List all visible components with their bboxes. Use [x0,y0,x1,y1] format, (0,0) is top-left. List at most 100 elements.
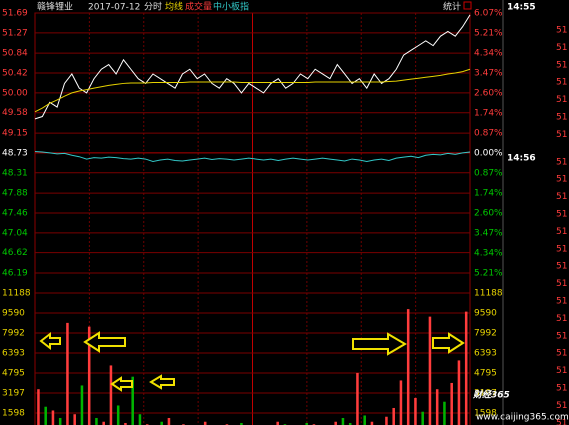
y2-tick-label: 0.87% [474,128,503,138]
y-tick-label: 6393 [2,349,25,359]
volume-bar [276,421,279,425]
price-cell: 51 [556,244,567,254]
arrow-left [83,331,126,353]
stats-button[interactable]: 统计 [443,1,461,13]
volume-bar [80,385,84,425]
y2-tick-label: 5.21% [474,269,503,279]
price-cell: 51 [556,331,567,341]
y-tick-label: 49.58 [2,108,28,118]
y2-tick-label: 1.74% [474,108,503,118]
arrow-left [149,374,175,390]
price-cell: 51 [556,78,567,88]
volume-bar [240,422,243,425]
y2-tick-label: 7992 [474,328,497,338]
side-panel: 14:55 14:56 51 51 51 51 51 51 51 51 51 51 51 51 51 51 51… [502,0,567,425]
volume-bar [406,309,410,425]
y-tick-label: 51.27 [2,28,28,38]
volume-bar [203,421,207,425]
price-cell: 51 [556,349,567,359]
volume-bar [131,376,134,425]
price-cell: 51 [556,210,567,220]
price-cell: 51 [556,262,567,272]
volume-bar [73,414,76,425]
volume-bar [370,421,374,425]
price-line [34,151,471,162]
volume-bar [385,416,388,425]
price-cell: 51 [556,95,567,105]
volume-bar [51,410,55,425]
volume-bar [58,417,62,425]
y-tick-label: 50.00 [2,88,28,98]
volume-bar [44,406,47,425]
volume-bar [457,360,461,425]
annotations [39,331,465,392]
y2-tick-label: 11188 [474,289,503,299]
volume-bar [414,397,417,425]
y2-tick-label: 6393 [474,349,497,359]
price-cell: 51 [556,418,567,425]
volume-bar [334,421,337,425]
y2-tick-label: 2.60% [474,208,503,218]
y-tick-label: 47.88 [2,189,28,199]
price-cell: 51 [556,60,567,70]
price-cell: 51 [556,113,567,123]
y2-tick-label: 2.60% [474,88,503,98]
price-cell: 51 [556,384,567,394]
price-line [34,14,471,120]
y-tick-label: 46.62 [2,248,28,258]
volume-bar [167,417,171,425]
y-tick-label: 3197 [2,388,25,398]
volume-bar [421,411,424,425]
y2-tick-label: 0.00% [474,148,503,158]
volume-bar [392,407,395,425]
price-cell: 51 [556,130,567,140]
price-cell: 51 [556,279,567,289]
volume-bar [66,322,69,425]
price-cell: 51 [556,175,567,185]
y2-tick-label: 9590 [474,308,497,318]
plot: 51.69 51.27 50.84 50.42 50.00 49.58 49.15 48.73… [2,9,503,425]
y2-tick-label: 4.34% [474,248,503,258]
y2-tick-label: 3.47% [474,68,503,78]
y2-tick-label: 1598 [474,409,497,419]
price-cell: 51 [556,314,567,324]
header: 赣锋锂业 2017-07-12 分时 均线 成交量 中小板指 统计 [37,1,472,13]
volume-bar [109,365,113,425]
date: 2017-07-12 [88,3,140,13]
y-tick-label: 48.31 [2,168,28,178]
price-cell: 51 [556,401,567,411]
y2-tick-label: 3197 [474,388,497,398]
y-tick-label: 46.19 [2,269,28,279]
price-line [34,68,471,113]
y-tick-label: 4795 [2,368,25,378]
index-label: 中小板指 [213,1,249,13]
y2-tick-label: 0.87% [474,168,503,178]
y-tick-label: 9590 [2,308,25,318]
y-tick-label: 48.73 [2,148,28,158]
volume-bar [305,422,308,425]
arrow-left [39,331,61,351]
watermark-brand: 财经365 [472,390,510,401]
y-tick-label: 1598 [2,409,25,419]
volume-bar [363,415,366,425]
price-cell: 51 [556,297,567,307]
y-tick-label: 11188 [2,289,31,299]
y-tick-label: 50.84 [2,49,28,59]
volume-bar [464,311,468,425]
y2-tick-label: 4795 [474,368,497,378]
volume-bar [348,422,352,425]
price-cell: 51 [556,157,567,167]
volume-bar [341,417,345,425]
volume-label: 成交量 [185,1,212,13]
mode: 分时 [144,1,162,13]
arrow-right [352,332,407,356]
y-tick-label: 47.46 [2,208,28,218]
y-tick-label: 7992 [2,328,25,338]
y-tick-label: 51.69 [2,9,28,19]
y-tick-label: 50.42 [2,69,28,79]
volume-bar [399,380,403,425]
y-tick-label: 49.15 [2,129,28,139]
watermark-url: www.caijing365.com [476,413,569,423]
close-box[interactable] [463,1,472,10]
avg-label: 均线 [165,1,183,13]
